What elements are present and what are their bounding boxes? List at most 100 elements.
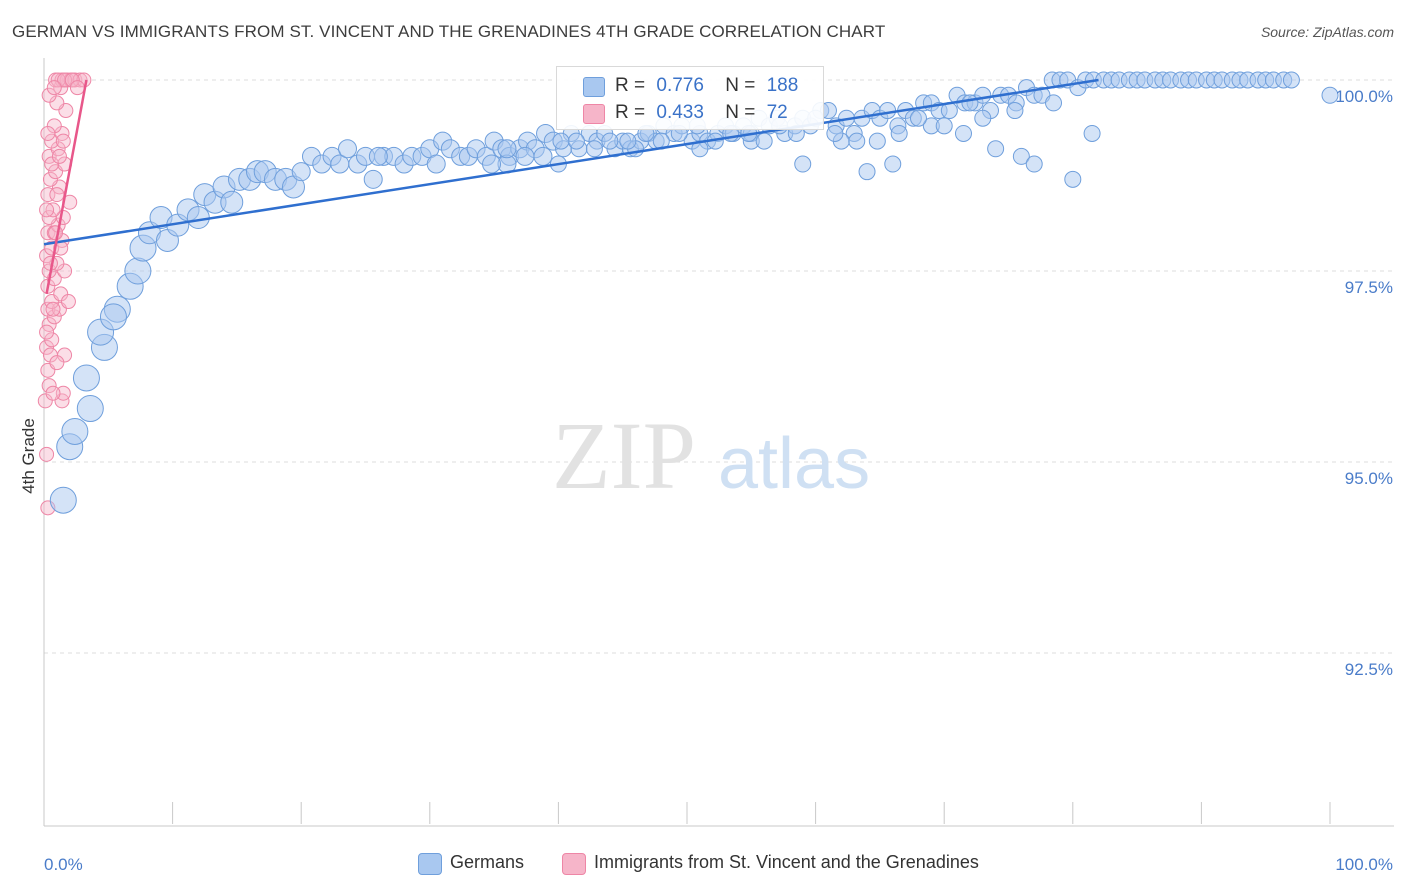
svg-n-value: 72 [766,102,788,123]
germans-point [935,117,953,135]
x-tick-label: 100.0% [1335,855,1393,874]
svg-point [46,118,62,134]
germans-point [601,132,619,150]
svg-r-value: 0.433 [656,102,704,123]
germans-point [99,303,127,331]
svg-point [49,355,65,371]
germans-point [552,132,570,150]
svg-point [44,332,60,348]
germans-point [848,132,866,150]
germans-point [186,206,210,230]
germans-point [961,94,979,112]
germans-point [497,139,517,159]
watermark: ZIP atlas [552,402,870,509]
germans-point [954,124,972,142]
svg-point [39,446,55,462]
germans-point [515,146,535,166]
svg-point [39,202,55,218]
y-tick-label: 92.5% [1345,660,1393,679]
svg-point [50,141,66,157]
y-axis-label: 4th Grade [19,418,38,494]
svg-point [44,133,60,149]
germans-point [220,190,244,214]
germans-point [1006,102,1024,120]
svg-point [57,72,73,88]
germans-point [794,155,812,173]
germans-point [1025,155,1043,173]
axis-labels: 100.0% 97.5% 95.0% 92.5% 0.0% 100.0% [44,87,1393,874]
germans-point [533,146,553,166]
germans-point [1045,94,1063,112]
germans-swatch [583,77,605,97]
svg-point [46,80,62,96]
svg-point [55,385,71,401]
svg-point [39,324,55,340]
germans-point [567,132,585,150]
germans-point [884,155,902,173]
germans-point [619,132,637,150]
svg-point [57,263,73,279]
svg-point [42,347,58,363]
germans-point [868,132,886,150]
germans-r-value: 0.776 [656,75,704,96]
y-tick-label: 100.0% [1335,87,1393,106]
bottom-germans-swatch [418,853,442,875]
watermark-zip: ZIP [552,402,696,509]
svg-point [45,385,61,401]
germans-point [1282,71,1300,89]
stats-legend: R = 0.776 N = 188 R = 0.433 N = 72 [556,66,824,130]
svg-point [41,87,57,103]
germans-point [755,132,773,150]
germans-point [72,364,100,392]
germans-point [1064,170,1082,188]
grid-lines [44,79,1394,654]
germans-point [337,139,357,159]
germans-point [691,140,709,158]
svg-point [45,301,61,317]
svg-point [64,72,80,88]
x-tick-label: 0.0% [44,855,83,874]
germans-point [61,417,89,445]
svg-point [37,393,53,409]
chart-title: GERMAN VS IMMIGRANTS FROM ST. VINCENT AN… [12,22,886,41]
y-tick-label: 97.5% [1345,278,1393,297]
svg-point [45,202,61,218]
germans-point [585,140,603,158]
svg-r-label: R = [615,102,646,123]
svg-point [53,286,69,302]
germans-point [76,395,104,423]
svg-point [51,148,67,164]
svg-point [46,309,62,325]
svg-point [40,225,56,241]
svg-trendline [45,79,88,295]
germans-point [1083,124,1101,142]
germans-point [826,124,844,142]
germans-point [124,257,152,285]
svg-point [40,301,56,317]
svg-point [49,95,65,111]
germans-point [1012,147,1030,165]
svg-swatch [583,104,605,124]
svg-point [60,294,76,310]
germans-n-label: N = [725,75,756,96]
germans-r-label: R = [615,75,646,96]
axes [43,58,1394,827]
bottom-svg-swatch [562,853,586,875]
germans-point [49,486,77,514]
germans-point [858,163,876,181]
germans-point [879,102,897,120]
germans-point [368,146,388,166]
germans-point [1321,86,1339,104]
trendlines [43,78,1099,295]
svg-point [48,225,64,241]
bottom-germans-label: Germans [450,852,525,872]
svg-point [42,171,58,187]
svg-point [49,187,65,203]
source-label: Source: ZipAtlas.com [1260,24,1394,40]
germans-trendline [43,78,1099,246]
svg-point [55,133,71,149]
svg-point [69,80,85,96]
germans-point [426,154,446,174]
germans-point [974,109,992,127]
